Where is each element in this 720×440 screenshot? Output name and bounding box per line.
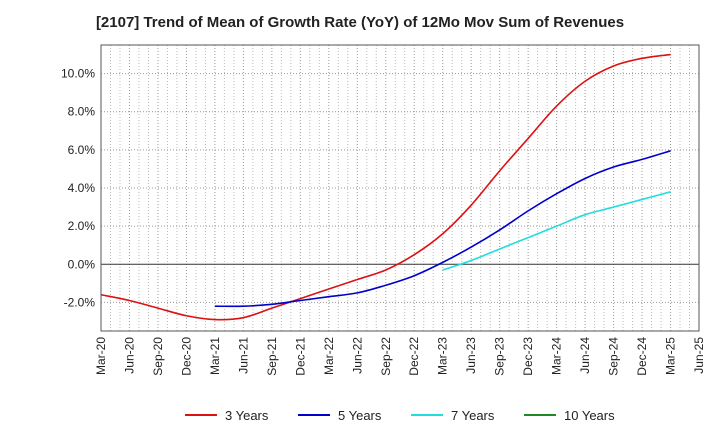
x-tick-label: Sep-22 [379,337,393,376]
series-line-7-years [442,191,671,271]
x-tick-label: Dec-20 [179,337,193,376]
series-line-5-years [214,150,671,308]
legend-label-7-years: 7 Years [451,408,495,423]
legend-label-10-years: 10 Years [564,408,615,423]
y-tick-label: -2.0% [64,295,96,309]
series-layer [100,53,671,321]
x-tick-label: Sep-21 [265,337,279,376]
x-tick-label: Jun-22 [350,337,364,374]
x-tick-label: Mar-23 [436,337,450,375]
x-tick-label: Sep-24 [607,337,621,376]
x-tick-label: Dec-21 [293,337,307,376]
y-tick-label: 2.0% [68,219,96,233]
x-tick-label: Dec-24 [635,337,649,376]
legend-label-3-years: 3 Years [225,408,269,423]
x-tick-label: Jun-20 [122,337,136,374]
y-tick-label: 10.0% [61,67,95,81]
x-tick-label: Sep-20 [151,337,165,376]
x-tick-label: Sep-23 [493,337,507,376]
series-line-3-years [100,53,671,321]
x-tick-label: Jun-23 [464,337,478,374]
y-tick-label: 8.0% [68,105,96,119]
x-tick-label: Mar-22 [322,337,336,375]
x-tick-label: Mar-25 [664,337,678,375]
x-tick-label: Mar-20 [94,337,108,375]
y-tick-label: 6.0% [68,143,96,157]
plot-frame [100,44,700,332]
x-tick-label: Dec-23 [521,337,535,376]
x-tick-label: Jun-21 [236,337,250,374]
y-tick-label: 0.0% [68,257,96,271]
x-tick-label: Mar-24 [550,337,564,375]
chart-title: [2107] Trend of Mean of Growth Rate (YoY… [95,14,625,31]
x-tick-label: Mar-21 [208,337,222,375]
legend: 3 Years 5 Years 7 Years 10 Years [185,408,615,423]
legend-label-5-years: 5 Years [338,408,382,423]
x-tick-label: Jun-25 [692,337,706,374]
grid [101,45,699,331]
x-tick-label: Dec-22 [407,337,421,376]
x-tick-label: Jun-24 [578,337,592,374]
axes: -2.0% 0.0% 2.0% 4.0% 6.0% 8.0% 10.0% Mar-20 Jun-… [61,44,706,376]
y-tick-label: 4.0% [68,181,96,195]
plot-area [101,45,699,331]
